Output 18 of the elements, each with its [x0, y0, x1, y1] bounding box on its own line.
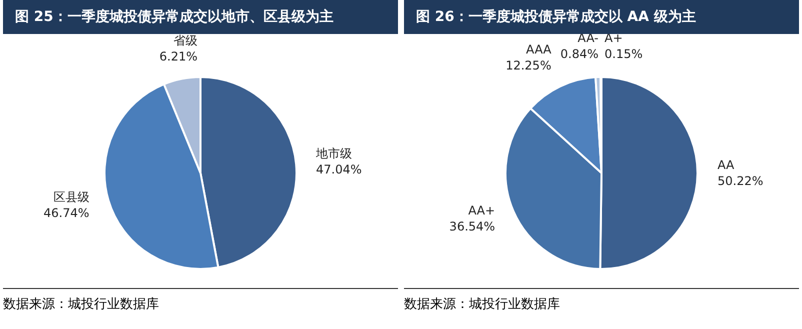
- slice-label: 地市级: [315, 146, 352, 160]
- data-label: 36.54%: [449, 219, 496, 234]
- chart-title: 图 25：一季度城投债异常成交以地市、区县级为主: [3, 0, 398, 34]
- data-label: 46.74%: [44, 206, 90, 220]
- data-label: 47.04%: [316, 162, 362, 176]
- data-label: 50.22%: [717, 174, 764, 188]
- slice-label: AAA: [526, 42, 552, 57]
- source-note: 数据来源：城投行业数据库: [404, 288, 799, 313]
- slice-label: 区县级: [53, 190, 90, 204]
- data-label: 0.15%: [604, 47, 643, 62]
- slice-label: 省级: [174, 33, 198, 48]
- slice-label: AA+: [468, 203, 496, 218]
- data-label: 0.84%: [560, 47, 598, 62]
- data-label: 12.25%: [506, 58, 552, 73]
- slice-label: AA: [717, 158, 736, 172]
- data-label: 6.21%: [159, 49, 198, 64]
- chart-title: 图 26：一季度城投债异常成交以 AA 级为主: [416, 9, 696, 25]
- source-note: 数据来源：城投行业数据库: [3, 288, 398, 313]
